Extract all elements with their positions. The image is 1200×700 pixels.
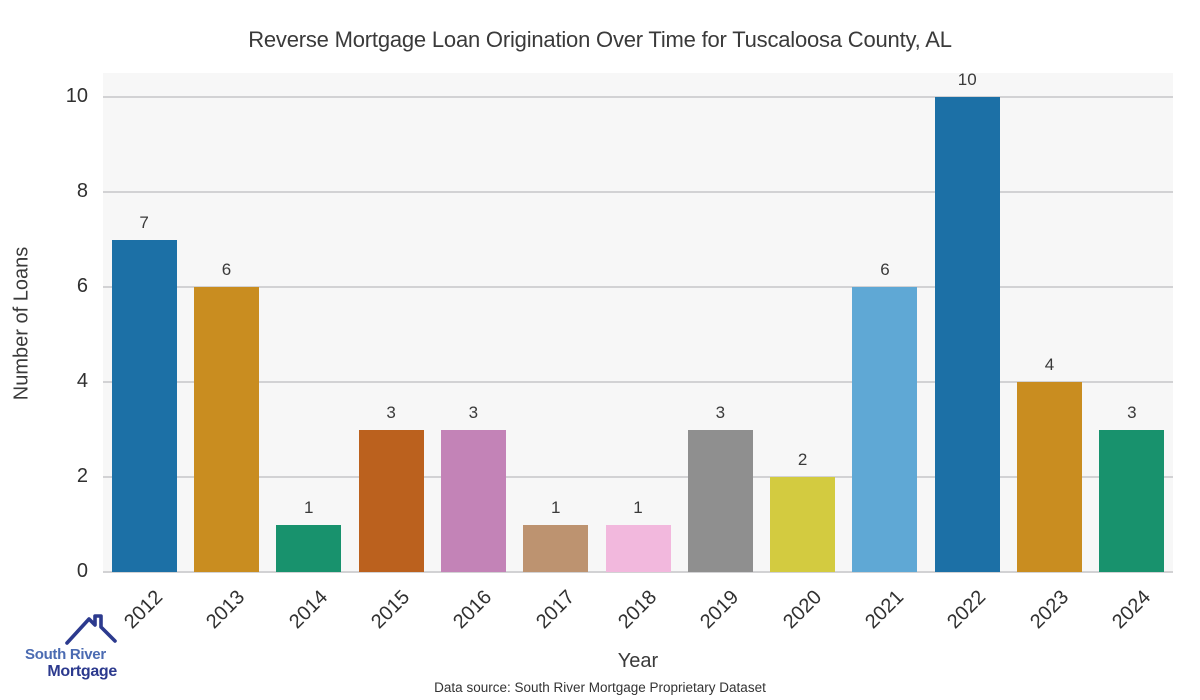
gridline-y-0 — [103, 571, 1173, 573]
bar-value-label-2013: 6 — [221, 260, 232, 279]
x-tick-label-2014: 2014 — [284, 586, 332, 634]
gridline-y-6 — [103, 286, 1173, 288]
company-logo: South River Mortgage — [25, 612, 121, 684]
bar-2013 — [193, 287, 259, 572]
gridline-y-8 — [103, 191, 1173, 193]
logo-text-line2: Mortgage — [47, 663, 117, 680]
x-tick-label-2021: 2021 — [861, 586, 909, 634]
house-roof-icon — [65, 614, 117, 645]
y-axis-label: Number of Loans — [10, 246, 33, 401]
bar-value-label-2023: 4 — [1044, 355, 1055, 374]
bar-2014 — [276, 524, 342, 572]
x-tick-label-2017: 2017 — [531, 586, 579, 634]
bar-value-label-2015: 3 — [386, 402, 396, 422]
bar-2015 — [358, 429, 424, 572]
bar-value-label-2024: 3 — [1127, 402, 1137, 422]
bar-value-label-2014: 1 — [304, 497, 314, 517]
gridline-y-4 — [103, 381, 1173, 383]
y-tick-label-10: 10 — [65, 85, 88, 107]
y-tick-label-6: 6 — [76, 275, 88, 297]
bar-value-label-2017: 1 — [550, 497, 561, 517]
bar-value-label-2012: 7 — [139, 212, 149, 232]
bar-2018 — [605, 524, 671, 572]
bar-2021 — [852, 287, 918, 572]
bar-value-label-2019: 3 — [715, 402, 726, 422]
bar-2024 — [1099, 429, 1165, 572]
x-tick-label-2013: 2013 — [202, 586, 250, 634]
x-axis-label: Year — [617, 650, 659, 672]
x-tick-label-2018: 2018 — [614, 586, 662, 634]
bar-value-label-2016: 3 — [468, 402, 479, 422]
x-tick-label-2023: 2023 — [1025, 586, 1073, 634]
bar-2017 — [523, 524, 589, 572]
x-tick-label-2022: 2022 — [943, 586, 991, 634]
x-tick-label-2020: 2020 — [778, 586, 826, 634]
bar-value-label-2018: 1 — [633, 497, 643, 517]
x-tick-label-2019: 2019 — [696, 586, 744, 634]
bar-value-label-2021: 6 — [880, 260, 890, 279]
x-tick-label-2015: 2015 — [367, 586, 415, 634]
bar-2016 — [440, 429, 506, 572]
bar-2023 — [1017, 382, 1083, 572]
logo-text-line1: South River — [25, 646, 106, 663]
gridline-y-10 — [103, 96, 1173, 98]
bar-2012 — [111, 239, 177, 572]
bar-2020 — [770, 477, 836, 572]
y-tick-label-2: 2 — [76, 465, 88, 487]
x-tick-label-2016: 2016 — [449, 586, 497, 634]
bar-value-label-2022: 10 — [957, 70, 977, 89]
data-source-note: Data source: South River Mortgage Propri… — [434, 680, 766, 695]
x-tick-label-2024: 2024 — [1107, 586, 1156, 634]
bar-2019 — [687, 429, 753, 572]
y-tick-label-0: 0 — [76, 560, 88, 582]
y-tick-label-4: 4 — [76, 370, 88, 392]
bar-2022 — [934, 97, 1000, 572]
chart-title: Reverse Mortgage Loan Origination Over T… — [248, 27, 952, 52]
plot-area: 7 6 1 3 3 1 1 3 2 6 10 4 3 — [103, 70, 1173, 573]
x-tick-label-2012: 2012 — [120, 586, 168, 634]
bar-value-label-2020: 2 — [797, 450, 808, 469]
gridline-y-2 — [103, 476, 1173, 478]
y-tick-label-8: 8 — [76, 180, 88, 202]
